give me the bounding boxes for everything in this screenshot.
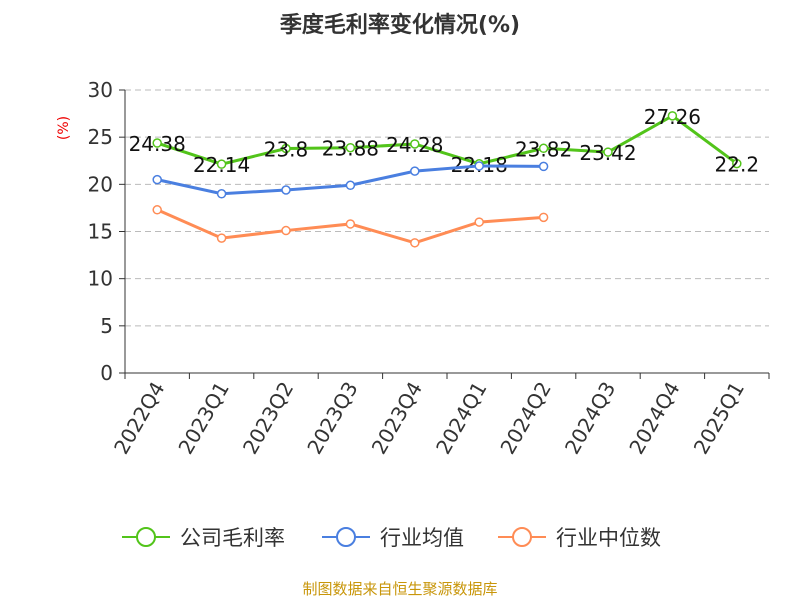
data-label: 27.26: [644, 105, 701, 129]
data-point: [216, 189, 227, 199]
legend-label: 行业均值: [380, 526, 464, 550]
data-point: [281, 185, 291, 195]
y-tick-label: 25: [88, 125, 113, 149]
legend-marker: [336, 527, 356, 547]
legend-label: 行业中位数: [556, 526, 661, 550]
series-line: [156, 114, 738, 166]
data-point: [216, 233, 227, 243]
data-point: [538, 161, 549, 172]
y-tick-label: 0: [100, 361, 113, 385]
y-tick-label: 5: [100, 314, 113, 338]
data-label: 23.8: [264, 137, 309, 161]
data-point: [345, 219, 356, 229]
x-tick-label: 2024Q3: [560, 378, 620, 459]
x-tick-label: 2023Q4: [367, 378, 427, 459]
data-label: 22.14: [193, 153, 250, 177]
legend-marker: [136, 527, 156, 547]
x-tick-label: 2023Q3: [302, 378, 362, 459]
y-tick-label: 20: [88, 172, 113, 196]
chart-title: 季度毛利率变化情况(%): [280, 12, 520, 38]
y-axis-label: (%): [56, 116, 72, 140]
x-tick-label: 2023Q2: [238, 378, 298, 459]
data-label: 24.38: [129, 132, 186, 156]
data-label: 23.88: [322, 137, 379, 161]
data-point: [345, 142, 356, 153]
data-point: [152, 138, 162, 148]
data-label: 23.82: [515, 137, 572, 161]
x-tick-label: 2024Q2: [495, 378, 555, 459]
x-tick-label: 2024Q4: [624, 378, 684, 459]
x-tick-label: 2022Q4: [109, 378, 169, 459]
data-point: [152, 174, 162, 185]
data-point: [732, 158, 742, 169]
data-label: 24.28: [386, 133, 443, 157]
x-tick-label: 2024Q1: [431, 378, 491, 459]
y-tick-label: 30: [88, 78, 113, 102]
data-point: [281, 225, 291, 236]
data-point: [410, 238, 420, 248]
data-point: [410, 166, 420, 176]
data-label: 23.42: [579, 141, 636, 165]
x-tick-label: 2025Q1: [689, 378, 749, 459]
data-point: [345, 180, 356, 191]
legend-marker: [512, 527, 532, 547]
data-point: [216, 159, 227, 169]
data-point: [152, 205, 162, 215]
data-point: [667, 111, 678, 121]
data-point: [538, 143, 549, 154]
x-tick-label: 2023Q1: [173, 378, 233, 459]
y-tick-label: 10: [88, 267, 113, 291]
y-tick-label: 15: [88, 220, 113, 244]
data-point: [410, 139, 420, 149]
data-point: [474, 161, 484, 171]
data-point: [281, 143, 291, 154]
footer-source: 制图数据来自恒生聚源数据库: [302, 580, 497, 598]
data-label: 22.2: [715, 153, 760, 177]
data-point: [474, 217, 484, 227]
data-point: [603, 147, 613, 157]
legend-label: 公司毛利率: [180, 526, 285, 550]
data-point: [538, 212, 549, 223]
